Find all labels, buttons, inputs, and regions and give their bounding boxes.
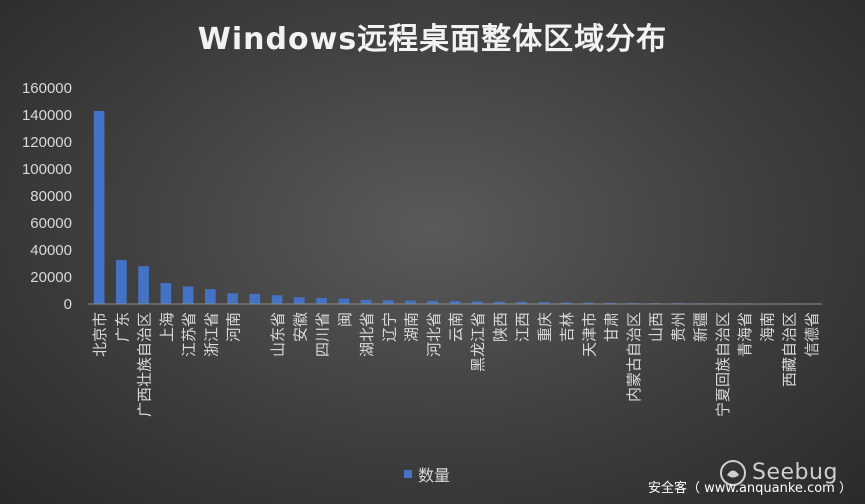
bar <box>249 293 261 304</box>
seebug-logo-icon <box>720 460 746 486</box>
x-tick-label: 信德省 <box>803 312 821 357</box>
bar <box>583 302 594 304</box>
x-tick-label: 浙江省 <box>202 312 220 357</box>
x-tick-label: 江苏省 <box>180 312 198 357</box>
x-tick-label: 贵州 <box>669 312 687 342</box>
x-tick-label: 内蒙古自治区 <box>625 312 643 402</box>
bar <box>182 286 194 304</box>
bar <box>204 289 216 304</box>
watermark-brand: Seebug <box>752 460 838 485</box>
x-tick-label: 湖南 <box>403 312 421 342</box>
y-tick-label: 160000 <box>22 80 72 97</box>
x-tick-label: 新疆 <box>692 312 710 342</box>
x-tick-label: 重庆 <box>536 312 554 342</box>
x-tick-label: 西藏自治区 <box>781 312 799 387</box>
x-tick-label: 广西壮族自治区 <box>136 312 154 417</box>
bar <box>494 301 505 304</box>
x-tick-label: 江西 <box>514 312 532 342</box>
y-tick-label: 80000 <box>30 188 72 205</box>
legend-swatch <box>404 470 412 478</box>
y-tick-label: 120000 <box>22 134 72 151</box>
x-tick-label: 辽宁 <box>380 312 398 342</box>
x-axis-labels: 北京市 广东 广西壮族自治区 上海 江苏省 浙江省 河南 山东省 安徽 四川省闽湖北省 辽宁 湖南 河北… <box>91 312 821 417</box>
x-tick-label: 陕西 <box>491 312 509 342</box>
watermark-site: 安全客（ www.anquanke.com ） <box>648 481 852 496</box>
x-tick-label: 吉林 <box>558 312 576 342</box>
bar <box>338 298 350 304</box>
bar <box>382 300 394 304</box>
x-tick-label: 北京市 <box>91 312 109 357</box>
x-tick-label: 安徽 <box>291 312 309 342</box>
x-tick-label: 上海 <box>158 312 176 342</box>
bar <box>293 297 305 304</box>
x-tick-label: 广东 <box>113 312 131 342</box>
y-tick-label: 60000 <box>30 215 72 232</box>
bar <box>316 297 327 304</box>
bar <box>471 301 483 304</box>
bar <box>360 299 372 304</box>
y-tick-label: 20000 <box>30 269 72 286</box>
bar <box>427 300 439 304</box>
legend-label: 数量 <box>418 466 451 485</box>
y-tick-label: 140000 <box>22 107 72 124</box>
bar <box>538 302 550 304</box>
legend: 数量 <box>404 462 450 486</box>
y-tick-label: 0 <box>64 296 72 313</box>
bar <box>516 301 528 304</box>
x-tick-label: 山东省 <box>269 312 287 357</box>
bar <box>227 293 238 304</box>
watermark: Seebug 安全客（ www.anquanke.com ） <box>648 460 852 496</box>
x-tick-label: 闽 <box>336 312 354 327</box>
x-tick-label: 海南 <box>758 312 776 342</box>
x-tick-label: 甘肃 <box>603 312 621 342</box>
x-tick-label: 云南 <box>447 312 465 342</box>
x-tick-label: 天津市 <box>580 312 598 357</box>
y-tick-label: 100000 <box>22 161 72 178</box>
x-tick-label: 四川省 <box>314 312 332 357</box>
bar <box>138 266 149 304</box>
bar <box>271 295 283 304</box>
bar <box>405 300 416 304</box>
y-axis: 0 20000 40000 60000 80000 100000 120000 140000 1… <box>22 80 72 313</box>
bar <box>160 283 172 304</box>
x-tick-label: 黑龙江省 <box>469 312 487 372</box>
x-tick-label: 山西 <box>647 312 665 342</box>
chart-title: Windows远程桌面整体区域分布 <box>197 22 668 57</box>
bar <box>93 110 105 304</box>
x-tick-label: 宁夏回族自治区 <box>714 312 732 417</box>
bar <box>605 302 617 304</box>
y-tick-label: 40000 <box>30 242 72 259</box>
x-tick-label: 青海省 <box>736 312 754 357</box>
x-tick-label: 河北省 <box>425 312 443 357</box>
bar <box>560 302 572 304</box>
x-tick-label: 河南 <box>225 312 243 342</box>
x-tick-label: 湖北省 <box>358 312 376 357</box>
bar <box>116 260 127 304</box>
bar <box>449 301 461 304</box>
bars <box>93 110 817 305</box>
